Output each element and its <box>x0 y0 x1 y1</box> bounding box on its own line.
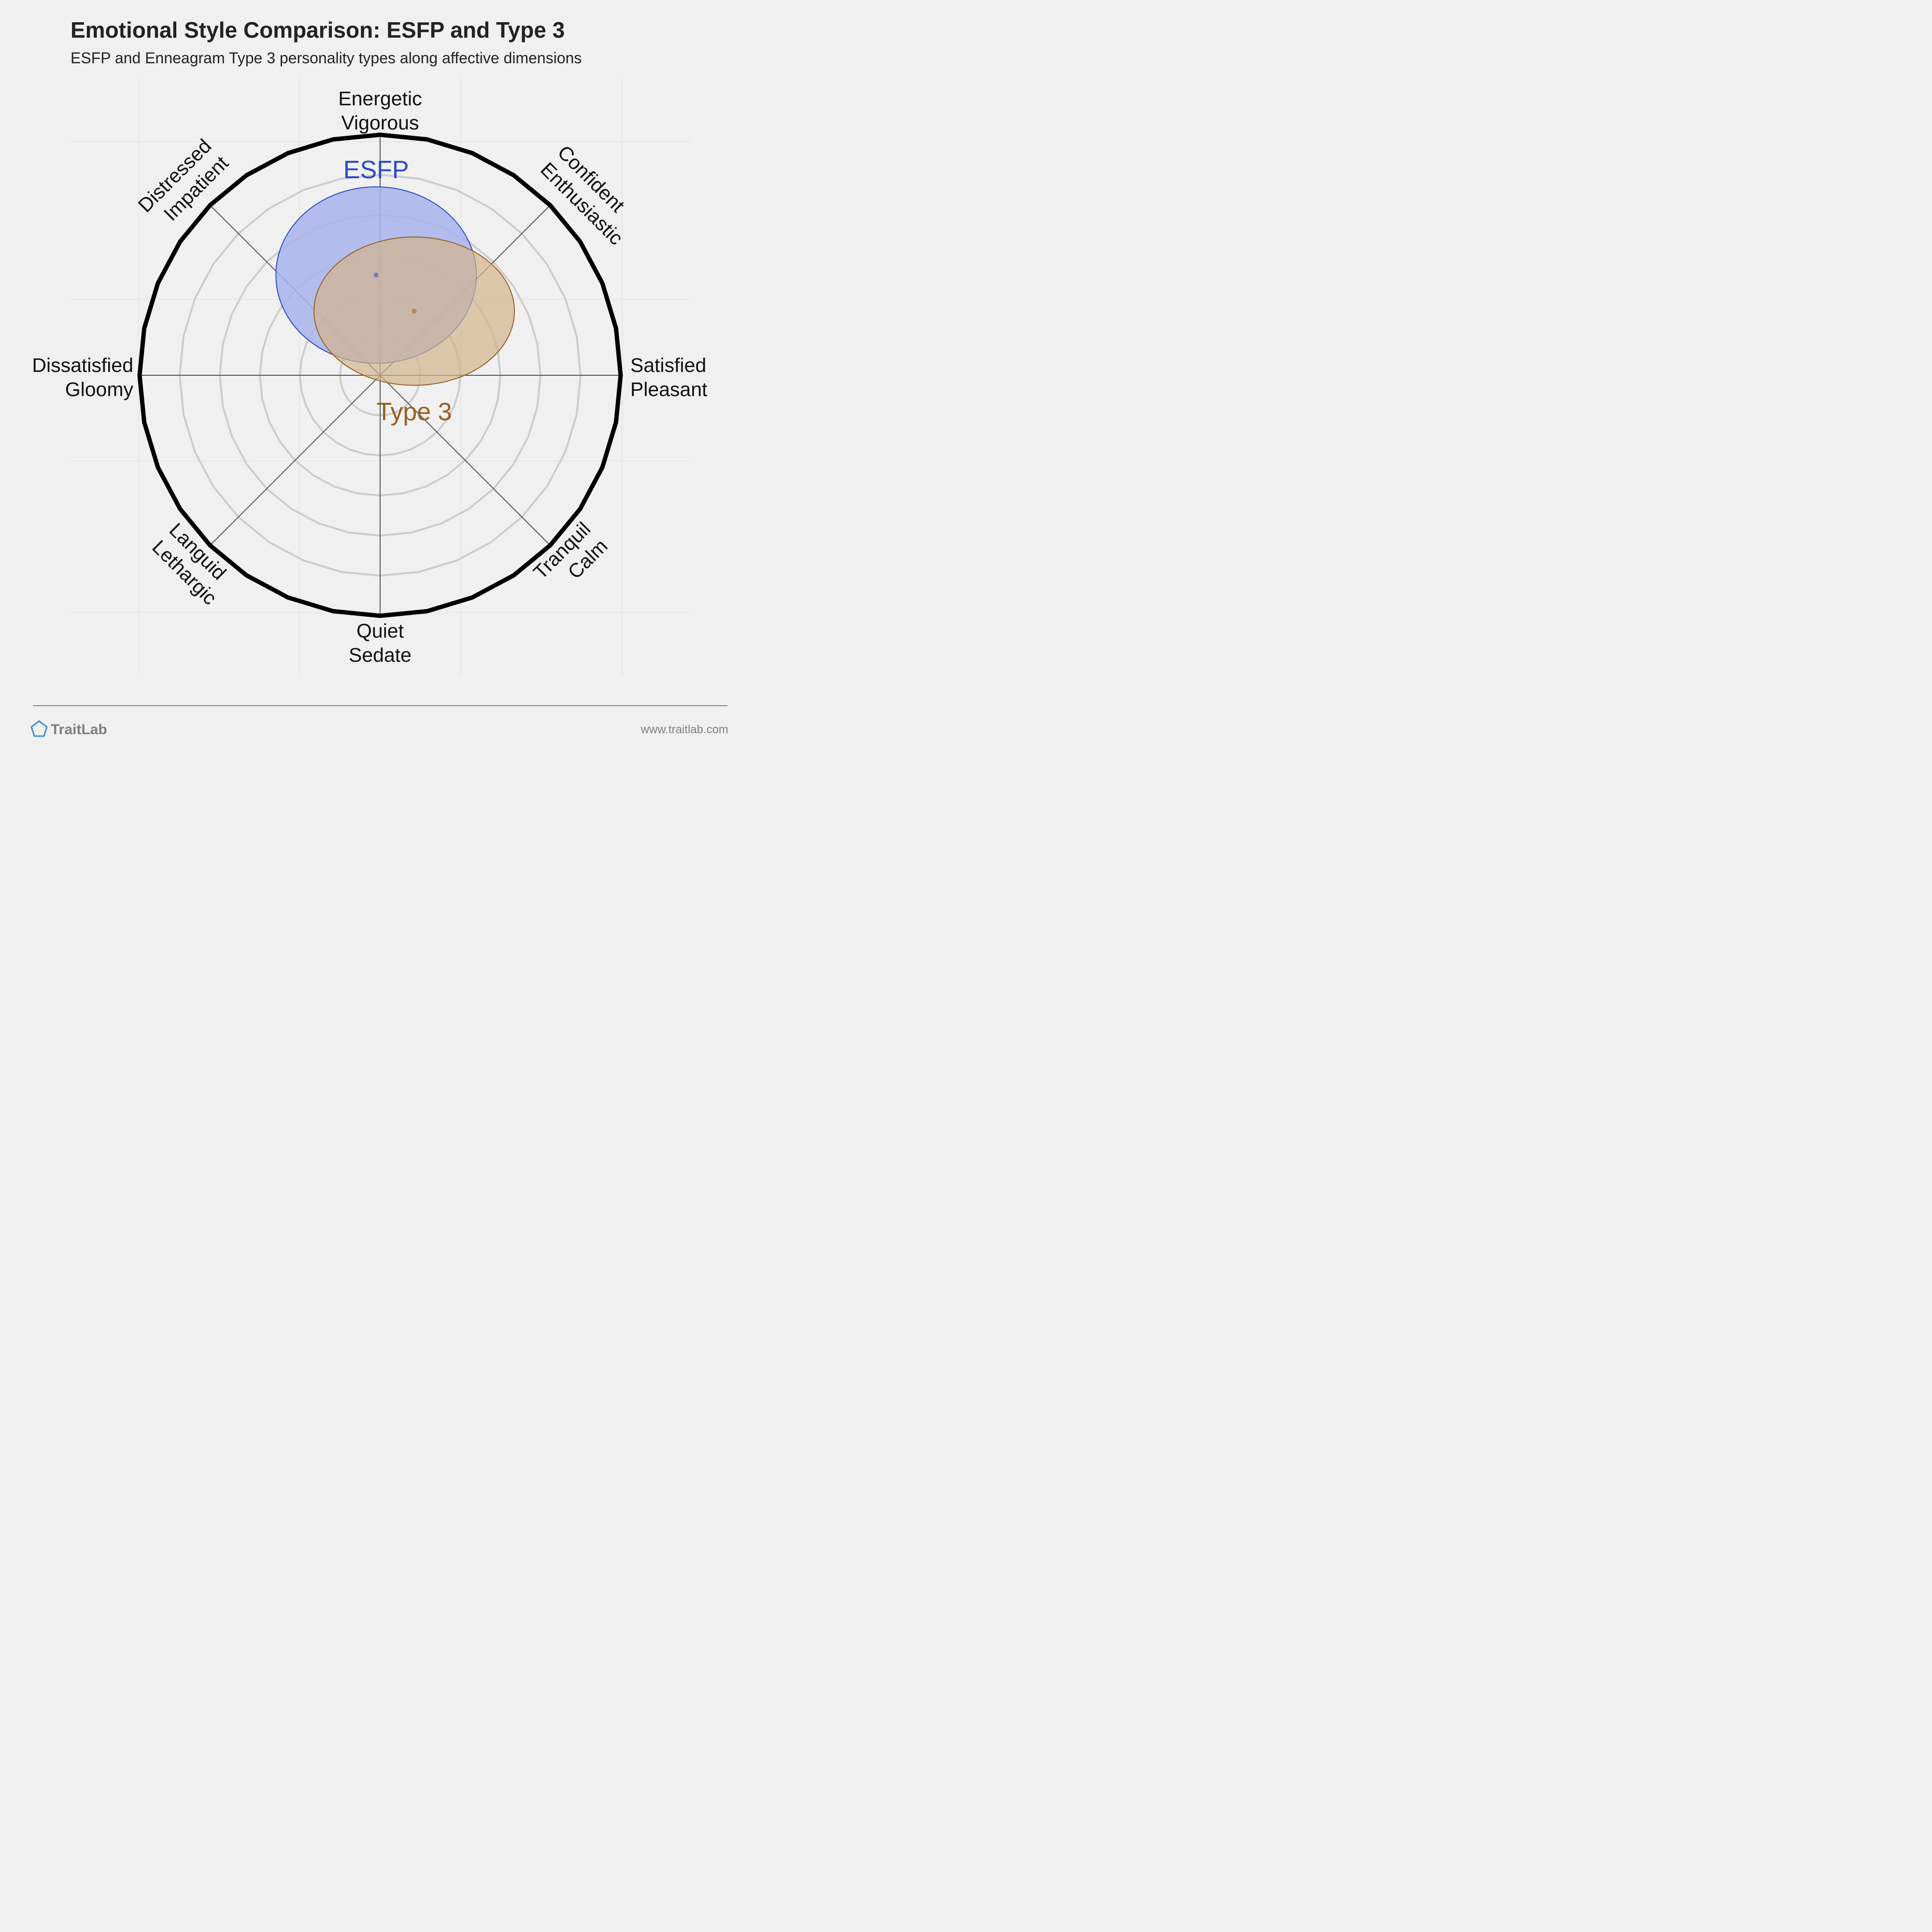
label-satisfied-pleasant-line: Pleasant <box>630 378 708 400</box>
series-1-point <box>412 309 417 314</box>
label-energetic-vigorous: Energetic Vigorous <box>338 87 422 134</box>
brand-name: TraitLab <box>51 722 107 738</box>
label-quiet-sedate-line: Sedate <box>349 644 412 666</box>
label-satisfied-pleasant: Satisfied Pleasant <box>630 354 708 400</box>
label-languid-lethargic: LanguidLethargic <box>148 519 238 609</box>
series-1-label: Type 3 <box>376 398 452 426</box>
outer-boundary <box>137 132 623 618</box>
label-dissatisfied-gloomy: Dissatisfied Gloomy <box>32 354 133 400</box>
outer-ring <box>137 132 623 618</box>
label-dissatisfied-gloomy-line: Dissatisfied <box>32 354 133 376</box>
label-energetic-vigorous-line: Energetic <box>338 87 422 110</box>
label-quiet-sedate-line: Quiet <box>356 620 404 642</box>
label-satisfied-pleasant-line: Satisfied <box>630 354 706 376</box>
series-layer: ESFP Type 3 <box>275 156 515 426</box>
label-distressed-impatient: DistressedImpatient <box>134 134 233 233</box>
emotional-style-chart: Emotional Style Comparison: ESFP and Typ… <box>30 17 728 738</box>
chart-subtitle: ESFP and Enneagram Type 3 personality ty… <box>71 49 582 67</box>
label-energetic-vigorous-line: Vigorous <box>341 112 419 134</box>
brand-url: www.traitlab.com <box>640 723 728 736</box>
label-confident-enthusiastic: ConfidentEnthusiastic <box>536 141 644 249</box>
series-0-label: ESFP <box>343 156 409 184</box>
pentagon-logo-icon <box>30 720 48 737</box>
series-0-point <box>373 272 379 278</box>
label-dissatisfied-gloomy-line: Gloomy <box>65 378 134 400</box>
label-tranquil-calm: TranquilCalm <box>529 518 612 601</box>
chart-title: Emotional Style Comparison: ESFP and Typ… <box>71 17 565 43</box>
label-quiet-sedate: Quiet Sedate <box>349 620 412 666</box>
